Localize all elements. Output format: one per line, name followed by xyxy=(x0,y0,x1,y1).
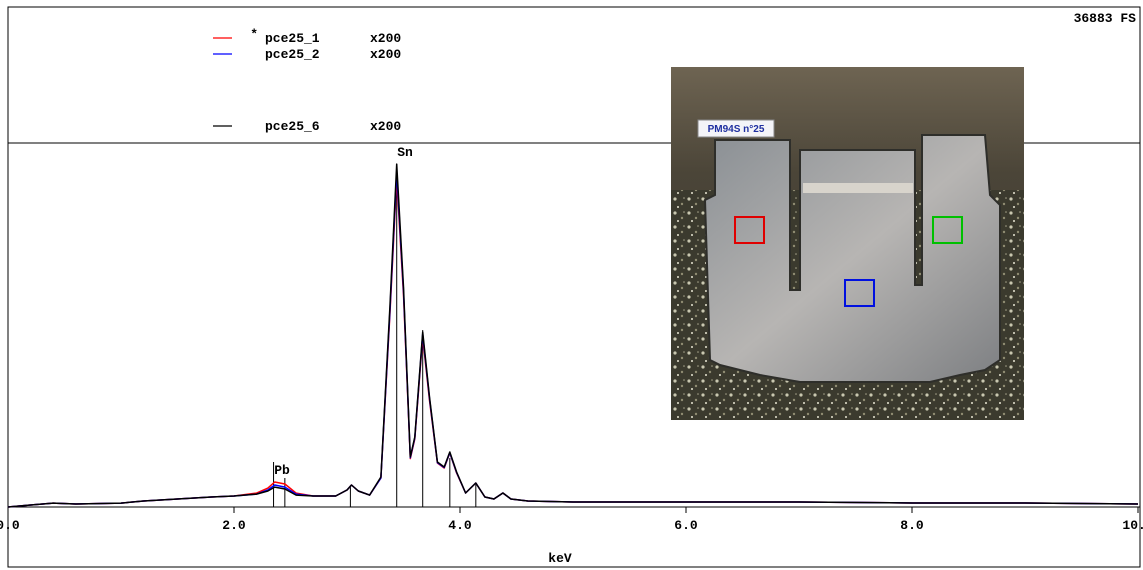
highlight xyxy=(803,183,913,193)
region-box xyxy=(734,216,765,244)
region-box xyxy=(844,279,875,307)
legend-label: pce25_2 xyxy=(265,47,320,62)
photo-label-box xyxy=(697,119,775,138)
frame xyxy=(7,6,1141,568)
annotation: Pb xyxy=(274,463,290,478)
legend-scale: x200 xyxy=(370,31,401,46)
legend-scale: x200 xyxy=(370,119,401,134)
photo-label: PM94S n°25 xyxy=(708,124,765,135)
x-tick-label: 4.0 xyxy=(448,518,472,533)
x-axis-label: keV xyxy=(548,551,572,566)
annotation: Sn xyxy=(397,145,413,160)
x-tick-label: 8.0 xyxy=(900,518,924,533)
region-box xyxy=(932,216,963,244)
active-marker: * xyxy=(250,27,258,42)
x-tick-label: 2.0 xyxy=(222,518,246,533)
legend-label: pce25_6 xyxy=(265,119,320,134)
spectrum-line xyxy=(7,163,1139,508)
metal-part xyxy=(703,134,1001,383)
x-tick-label: 6.0 xyxy=(674,518,698,533)
legend-scale: x200 xyxy=(370,47,401,62)
x-tick-label: 10.0 xyxy=(1122,518,1143,533)
full-scale-label: 36883 FS xyxy=(1074,11,1137,26)
inset-photo: PM94S n°25 xyxy=(671,67,1024,420)
x-tick-label: 0.0 xyxy=(0,518,20,533)
legend-label: pce25_1 xyxy=(265,31,320,46)
